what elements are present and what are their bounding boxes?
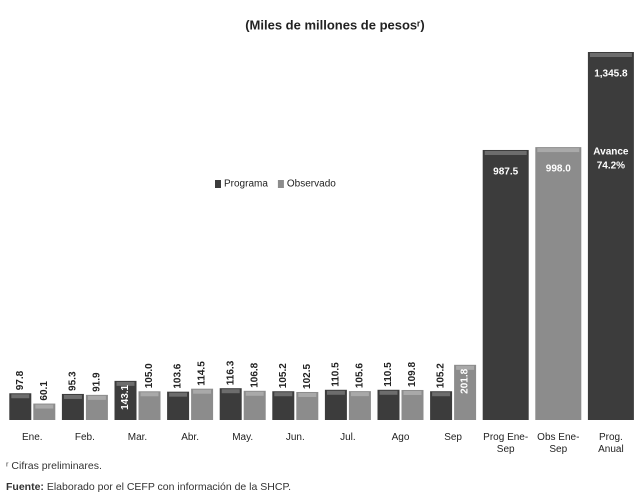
legend-label: Programa	[224, 179, 268, 190]
bar	[61, 393, 84, 420]
data-label: 110.5	[331, 362, 342, 387]
x-tick-label: Prog Ene-Sep	[483, 432, 529, 455]
x-tick-label: Ago	[391, 432, 410, 443]
bar	[272, 391, 295, 420]
bar-highlight	[116, 381, 135, 386]
bar-highlight	[169, 392, 188, 397]
bar-highlight	[432, 392, 451, 397]
bar-highlight	[35, 404, 54, 409]
data-label: 109.8	[407, 362, 418, 387]
data-label: 60.1	[39, 381, 50, 401]
bar-highlight	[245, 391, 264, 396]
data-label: 103.6	[173, 363, 184, 388]
data-label: 105.2	[278, 363, 289, 388]
bar	[138, 391, 161, 420]
source: Fuente: Elaborado por el CEFP con inform…	[6, 481, 291, 493]
bar	[114, 380, 137, 420]
bar	[482, 149, 529, 420]
data-label: 106.8	[249, 362, 260, 387]
bar	[587, 52, 634, 420]
bar-highlight	[403, 390, 422, 395]
bar	[85, 394, 108, 420]
data-label: 1,345.8	[594, 69, 628, 80]
annotation-label: Avance	[593, 147, 629, 158]
x-tick-label: Prog. Anual	[598, 432, 624, 455]
note: ʳ Cifras preliminares.	[6, 460, 102, 472]
bar	[296, 391, 319, 420]
data-label: 987.5	[493, 167, 518, 178]
bar-highlight	[87, 395, 106, 400]
data-label: 116.3	[225, 360, 236, 385]
bar	[401, 389, 424, 420]
legend-label: Observado	[287, 179, 336, 190]
data-label: 110.5	[383, 362, 394, 387]
bar-highlight	[63, 394, 82, 399]
data-label: 201.8	[460, 368, 471, 393]
legend-swatch	[277, 180, 284, 188]
annotation-value: 74.2%	[597, 161, 625, 172]
bar	[219, 388, 242, 420]
bar-highlight	[589, 53, 632, 57]
bar	[243, 390, 266, 420]
chart: (Miles de millones de pesosʳ) 97.8 60.1 95…	[9, 17, 634, 420]
x-tick-label: Sep	[444, 432, 462, 443]
x-tick-label: Jul.	[340, 432, 356, 443]
x-tick-label: Ene.	[22, 432, 43, 443]
legend-swatch	[215, 180, 221, 188]
x-tick-label: Abr.	[181, 432, 199, 443]
x-tick-label: Feb.	[74, 432, 95, 443]
bar	[454, 364, 477, 420]
x-tick-label: May.	[232, 432, 254, 443]
data-label: 143.1	[120, 384, 131, 409]
bar	[430, 391, 453, 420]
data-label: 105.2	[436, 363, 447, 388]
bar-highlight	[274, 392, 293, 397]
bar-highlight	[456, 365, 475, 370]
bar	[9, 393, 32, 420]
bar	[535, 147, 582, 420]
bar-highlight	[11, 394, 30, 399]
bar-highlight	[350, 392, 369, 397]
bar	[348, 391, 371, 420]
bar-highlight	[537, 148, 580, 153]
data-label: 998.0	[546, 164, 571, 175]
bar-highlight	[221, 389, 240, 394]
bar	[167, 391, 190, 420]
x-tick-label: Obs Ene-Sep	[537, 432, 580, 455]
data-label: 105.6	[355, 363, 366, 388]
x-tick-label: Jun.	[285, 432, 305, 443]
chart-title: (Miles de millones de pesosʳ)	[245, 17, 425, 32]
bar-highlight	[484, 150, 527, 155]
bar-highlight	[140, 392, 159, 397]
bar	[377, 389, 400, 420]
bar	[191, 388, 214, 420]
data-label: 102.5	[302, 364, 313, 389]
bar-highlight	[193, 389, 212, 394]
x-tick-label: Mar.	[127, 432, 148, 443]
data-label: 97.8	[15, 370, 26, 390]
data-label: 105.0	[144, 363, 155, 388]
data-label: 91.9	[92, 372, 103, 392]
bar-highlight	[326, 390, 345, 395]
bar	[324, 389, 347, 420]
data-label: 95.3	[68, 371, 79, 391]
source-text: Elaborado por el CEFP con información de…	[46, 481, 292, 493]
source-label: Fuente:	[6, 481, 44, 493]
bar-highlight	[379, 390, 398, 395]
bar	[33, 403, 56, 420]
data-label: 114.5	[197, 361, 208, 386]
bar-highlight	[298, 392, 317, 397]
